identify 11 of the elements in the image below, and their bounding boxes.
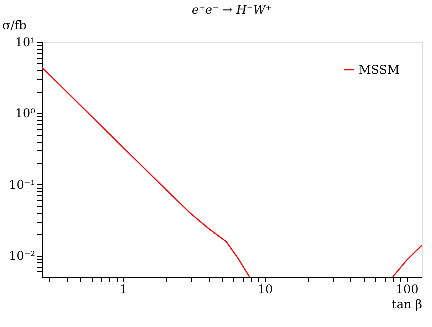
legend-label: MSSM bbox=[359, 63, 400, 77]
x-axis-title: tan β bbox=[392, 298, 423, 312]
x-tick-label: 10 bbox=[258, 282, 274, 296]
y-tick-label: 10⁻¹ bbox=[9, 178, 36, 192]
y-tick-label: 10⁻² bbox=[9, 249, 36, 264]
x-tick-label: 1 bbox=[120, 282, 128, 296]
y-tick-label: 10¹ bbox=[15, 36, 36, 50]
y-tick-label: 10⁰ bbox=[15, 106, 36, 121]
chart-title: e⁺e⁻ → H⁻W⁺ bbox=[192, 3, 272, 17]
x-tick-label: 100 bbox=[396, 282, 419, 296]
y-axis-title: σ/fb bbox=[2, 18, 28, 32]
